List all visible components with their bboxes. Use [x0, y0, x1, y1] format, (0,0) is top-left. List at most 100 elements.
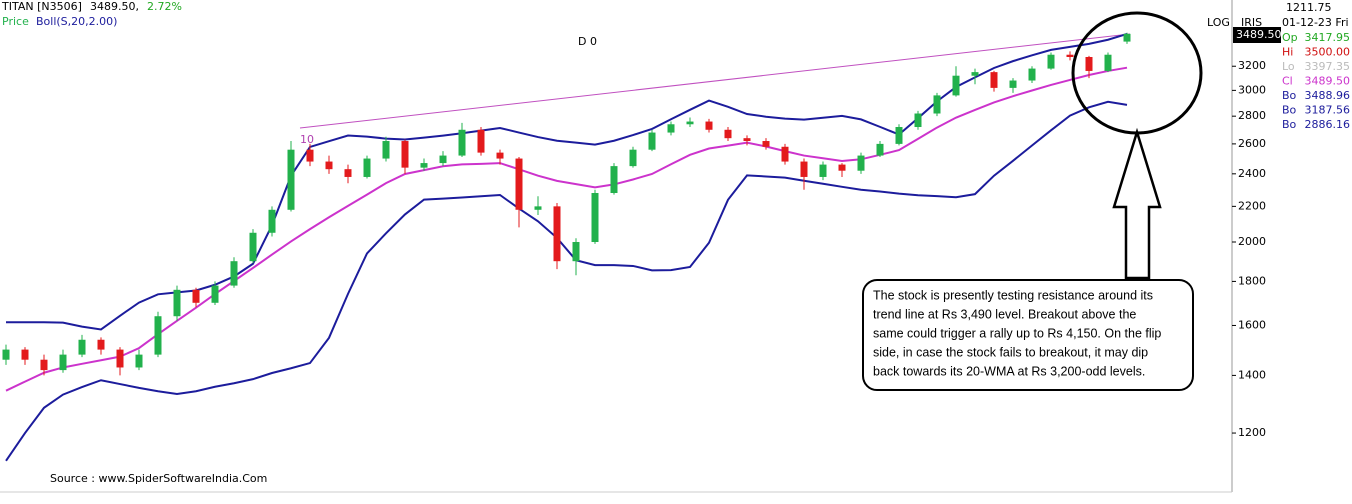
candle-body: [819, 164, 827, 177]
info-label: Lo: [1282, 60, 1295, 73]
info-label: Bo: [1282, 118, 1297, 131]
annotation: The stock is presently testing resistanc…: [873, 288, 1161, 378]
candle-body: [591, 193, 599, 243]
candle-body: [325, 161, 333, 170]
candle-body: [990, 72, 998, 88]
candle-body: [800, 161, 808, 177]
candle-body: [686, 121, 694, 125]
info-number: 3489.50: [1305, 75, 1351, 88]
candle-body: [1123, 33, 1131, 42]
plot: [2, 32, 1236, 462]
annotation-line: same could trigger a rally up to Rs 4,15…: [873, 326, 1161, 340]
candle-body: [97, 339, 105, 350]
candle-body: [762, 141, 770, 147]
candle-body: [629, 149, 637, 167]
candle-body: [553, 206, 561, 262]
y-tick-label: 1200: [1238, 426, 1266, 439]
candle-body: [1047, 54, 1055, 69]
candle-body: [895, 127, 903, 144]
y-tick-label: 3000: [1238, 83, 1266, 96]
candle-body: [743, 138, 751, 142]
y-tick-label: 3200: [1238, 59, 1266, 72]
y-tick-label: 1800: [1238, 274, 1266, 287]
candle-body: [1085, 56, 1093, 71]
y-tick-label: 2000: [1238, 235, 1266, 248]
candle-body: [477, 129, 485, 153]
legend-entry: Price: [2, 15, 29, 28]
price-tag: [1233, 27, 1281, 43]
tool-name: IRIS: [1241, 16, 1262, 29]
info-label: Op: [1282, 31, 1298, 44]
candle-body: [268, 209, 276, 233]
candle-body: [534, 206, 542, 210]
info-panel: 1211.75 01-12-23 Fri Op 3417.95 Hi 3500.00 Lo 3…: [1282, 1, 1350, 131]
candle-body: [59, 354, 67, 371]
band-lower: [5, 100, 1128, 462]
candle-body: [401, 141, 409, 168]
info-number: 3397.35: [1305, 60, 1351, 73]
candle-body: [572, 242, 580, 262]
candle-body: [838, 164, 846, 171]
info-label: Bo: [1282, 89, 1297, 102]
candle-body: [363, 158, 371, 177]
candle-body: [2, 349, 10, 360]
candle-body: [1028, 68, 1036, 81]
annotation-line: The stock is presently testing resistanc…: [873, 288, 1153, 302]
candle-body: [40, 359, 48, 371]
candle-body: [135, 354, 143, 368]
y-tick-label: 2200: [1238, 199, 1266, 212]
change-text: 2.72%: [147, 0, 182, 13]
candle-body: [648, 132, 656, 150]
info-label: Hi: [1282, 46, 1293, 59]
candle-body: [21, 349, 29, 360]
candle-body: [515, 158, 523, 210]
candle-body: [496, 152, 504, 159]
arrow: [1112, 127, 1162, 280]
candle-body: [116, 349, 124, 368]
candle-body: [344, 169, 352, 177]
candle-body: [705, 121, 713, 130]
info-date: 01-12-23 Fri: [1282, 16, 1349, 29]
candle-body: [154, 316, 162, 355]
candle-body: [876, 143, 884, 156]
info-number: 3417.95: [1305, 31, 1351, 44]
candle-body: [724, 129, 732, 139]
info-label: Cl: [1282, 75, 1293, 88]
price-tag-label: 3489.50: [1236, 28, 1282, 41]
y-tick-label: 1400: [1238, 368, 1266, 381]
scale-mode: LOG: [1207, 16, 1230, 29]
trendline-label: 10: [300, 133, 314, 146]
candle-body: [439, 155, 447, 164]
candle-body: [933, 95, 941, 114]
y-tick-label: 2600: [1238, 137, 1266, 150]
trend-line: [299, 33, 1131, 129]
candle-body: [382, 141, 390, 159]
info-number: 3488.96: [1305, 89, 1351, 102]
candle-body: [971, 72, 979, 76]
band-middle: [5, 66, 1128, 392]
candle-body: [230, 261, 238, 286]
candle-body: [458, 129, 466, 156]
legend-entry: Boll(S,20,2.00): [36, 15, 117, 28]
info-label: Bo: [1282, 104, 1297, 117]
candle-body: [1009, 80, 1017, 88]
candle-body: [914, 113, 922, 128]
candle-body: [211, 285, 219, 303]
annotation-line: trend line at Rs 3,490 level. Breakout a…: [873, 307, 1136, 321]
candle-body: [857, 155, 865, 171]
candle-body: [1104, 54, 1112, 71]
candle-body: [78, 339, 86, 355]
chart-title: TITAN [N3506]: [1, 0, 82, 13]
candle-body: [192, 289, 200, 303]
info-value: 1211.75: [1286, 1, 1332, 14]
price-text: 3489.50,: [90, 0, 139, 13]
candle-body: [781, 146, 789, 162]
y-tick-label: 2400: [1238, 167, 1266, 180]
annotation-box: [862, 279, 1194, 391]
candle-body: [249, 232, 257, 262]
candle-body: [420, 163, 428, 168]
candle-body: [173, 289, 181, 317]
info-number: 3500.00: [1305, 46, 1351, 59]
